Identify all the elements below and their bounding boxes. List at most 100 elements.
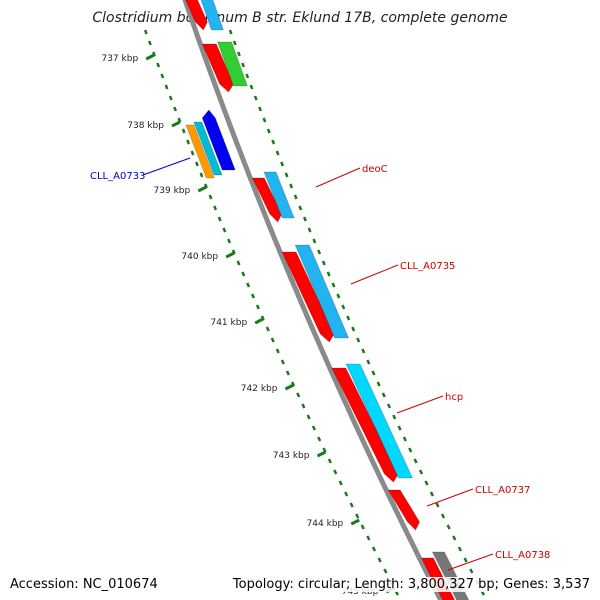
gene-block[interactable] (216, 41, 249, 87)
inner-track-dot (204, 183, 208, 189)
tick-label: 737 kbp (101, 54, 138, 64)
inner-track-dot (280, 359, 285, 365)
outer-track-dot (351, 326, 356, 332)
gene-block[interactable] (263, 171, 295, 219)
gene-block-cll-a0735[interactable] (281, 251, 335, 343)
tick-mark (316, 450, 327, 458)
outer-track-dot (232, 40, 237, 46)
tick-mark (284, 383, 295, 391)
gene-label[interactable]: CLL_A0737 (475, 485, 530, 496)
outer-track-dot (336, 293, 341, 299)
outer-track-dot (408, 447, 413, 453)
inner-track-dot (306, 414, 311, 420)
inner-track-dot (148, 40, 152, 46)
inner-track-dot (327, 458, 332, 464)
inner-track-dot (255, 304, 260, 310)
outer-track-dot (446, 524, 451, 530)
outer-track-dot (321, 260, 326, 266)
inner-track-dot (296, 392, 301, 398)
inner-track-dot (177, 117, 182, 123)
inner-track-dot (213, 205, 218, 211)
leader-line (396, 395, 444, 414)
tick-label: 745 kbp (342, 587, 379, 597)
gene-block-cll-a0737[interactable] (387, 489, 421, 531)
outer-track-dot (361, 348, 366, 354)
outer-track-dot (366, 359, 371, 365)
gene-block[interactable] (201, 43, 235, 93)
gene-block-cll-a0733[interactable] (185, 124, 216, 179)
leader-line (142, 157, 191, 176)
outer-track-dot (228, 29, 233, 35)
outer-track-dot (381, 392, 386, 398)
inner-track-dot (168, 95, 173, 101)
gene-label[interactable]: CLL_A0733 (90, 171, 145, 182)
inner-track-dot (195, 161, 199, 167)
gene-label[interactable]: CLL_A0735 (400, 261, 455, 272)
outer-track-dot (418, 469, 424, 475)
inner-track-dot (383, 568, 388, 574)
outer-track-dot (307, 227, 312, 233)
tick-label: 740 kbp (181, 252, 218, 262)
inner-track-dot (181, 128, 186, 134)
gene-block[interactable] (193, 121, 223, 176)
inner-track-dot (190, 150, 195, 156)
inner-track-dot (173, 106, 177, 112)
outer-track-dot (386, 403, 392, 409)
gene-label[interactable]: CLL_A0738 (495, 550, 550, 561)
inner-track-dot (199, 172, 204, 178)
inner-track-dot (208, 194, 213, 200)
accession-text: Accession: NC_010674 (10, 577, 158, 592)
genome-backbone (182, 0, 444, 600)
outer-track-dot (302, 216, 307, 222)
outer-track-dot (266, 128, 271, 134)
inner-track-dot (152, 51, 156, 57)
outer-track-dot (429, 491, 435, 497)
inner-track-dot (338, 480, 343, 486)
outer-track-dot (237, 51, 241, 57)
tick-mark (171, 120, 181, 128)
gene-block[interactable] (199, 0, 225, 31)
outer-track-dot (397, 425, 402, 431)
gene-block-hcp[interactable] (330, 367, 399, 483)
outer-track-dot (331, 282, 336, 288)
inner-track-dot (371, 546, 377, 552)
outer-track-dot (326, 271, 331, 277)
outer-track-dot (284, 172, 289, 178)
outer-track-dot (289, 183, 294, 189)
inner-track-dot (317, 436, 322, 442)
gene-block[interactable] (201, 109, 236, 171)
outer-track-dot (293, 194, 298, 200)
outer-track-dot (435, 502, 440, 508)
outer-track-dot (402, 436, 407, 442)
leader-line (447, 553, 494, 571)
gene-block[interactable] (294, 244, 350, 339)
inner-track-dot (143, 29, 148, 35)
gene-label[interactable]: hcp (445, 392, 463, 403)
inner-track-dot (285, 370, 290, 376)
outer-track-dot (376, 381, 381, 387)
inner-track-dot (344, 491, 349, 497)
gene-block-deoc[interactable] (251, 177, 283, 223)
tick-mark (145, 53, 155, 61)
inner-track-dot (377, 557, 382, 563)
inner-track-dot (246, 282, 251, 288)
inner-track-dot (270, 337, 275, 343)
outer-track-dot (371, 370, 376, 376)
tick-label: 742 kbp (241, 384, 278, 394)
tick-mark (225, 251, 235, 259)
outer-track-dot (241, 62, 245, 68)
outer-track-dot (262, 117, 267, 123)
outer-track-dot (253, 95, 258, 101)
inner-track-dot (275, 348, 280, 354)
inner-track-dot (260, 315, 265, 321)
inner-track-dot (250, 293, 255, 299)
outer-track-dot (341, 304, 346, 310)
gene-block[interactable] (183, 0, 208, 31)
outer-track-dot (271, 139, 276, 145)
gene-label[interactable]: deoC (362, 164, 388, 175)
leader-line (350, 264, 399, 285)
inner-track-dot (227, 238, 232, 244)
leader-line (426, 488, 474, 507)
gene-block[interactable] (345, 363, 414, 479)
